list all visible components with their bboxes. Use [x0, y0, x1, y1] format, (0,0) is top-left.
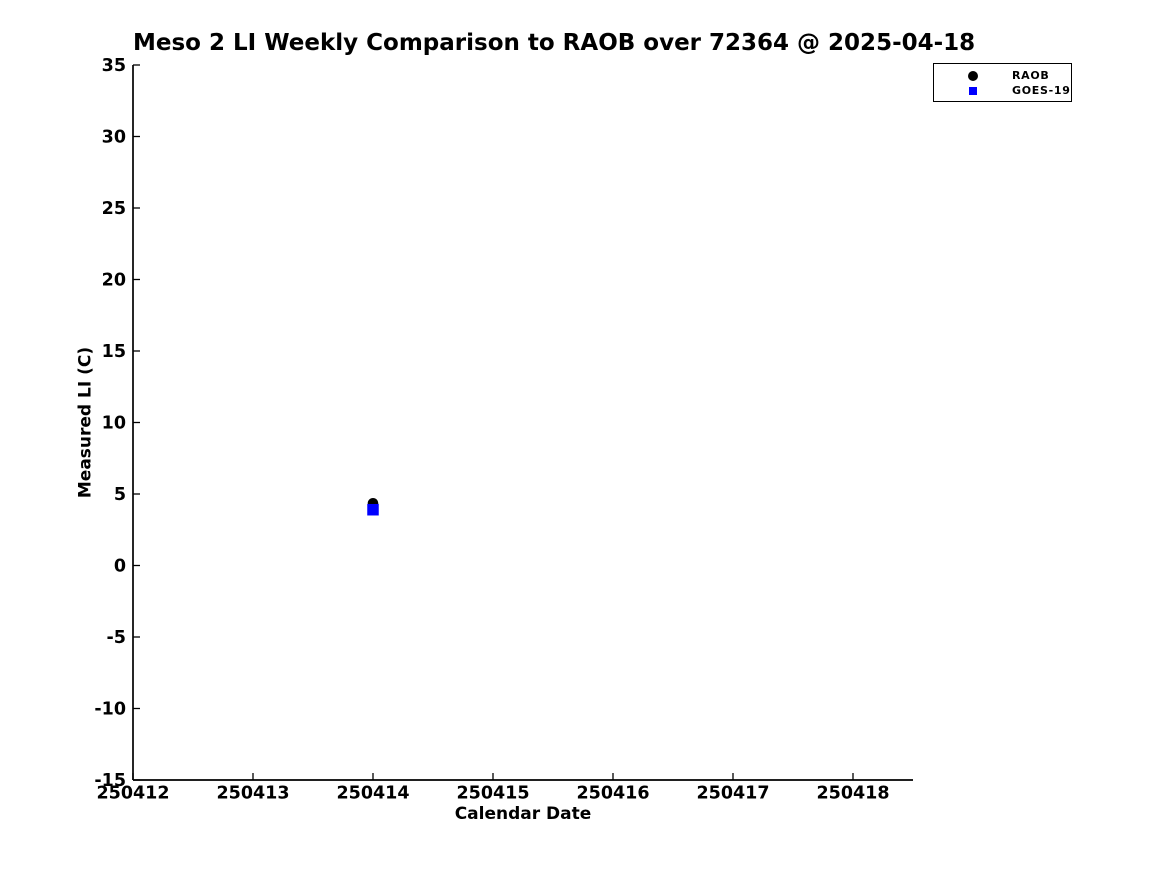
legend-item-goes-19: GOES-19: [934, 83, 1071, 98]
x-tick-label: 250414: [336, 784, 409, 804]
x-tick-label: 250413: [216, 784, 289, 804]
y-tick-label: 35: [102, 56, 126, 76]
y-tick-label: 25: [102, 199, 126, 219]
data-point-goes-19: [367, 503, 379, 516]
x-tick-label: 250415: [456, 784, 529, 804]
y-tick-label: 5: [114, 485, 126, 505]
y-tick-label: 20: [102, 271, 126, 291]
legend-marker-cell: [934, 86, 1012, 95]
legend-marker-square-icon: [969, 86, 977, 95]
legend: RAOB GOES-19: [933, 63, 1072, 102]
legend-marker-circle-icon: [968, 70, 978, 81]
y-tick-label: -5: [107, 628, 126, 648]
x-tick-label: 250418: [816, 784, 889, 804]
legend-marker-cell: [934, 70, 1012, 81]
y-tick-label: 0: [114, 557, 126, 577]
legend-item-raob: RAOB: [934, 68, 1071, 83]
x-tick-label: 250412: [96, 784, 169, 804]
y-tick-label: 10: [102, 414, 126, 434]
legend-label: GOES-19: [1012, 84, 1071, 97]
x-tick-label: 250416: [576, 784, 649, 804]
y-tick-label: -10: [94, 700, 126, 720]
y-tick-label: 15: [102, 342, 126, 362]
legend-label: RAOB: [1012, 69, 1050, 82]
chart-title: Meso 2 LI Weekly Comparison to RAOB over…: [133, 30, 976, 56]
x-tick-label: 250417: [696, 784, 769, 804]
y-tick-label: -15: [94, 771, 126, 791]
y-axis-label: Measured LI (C): [75, 346, 96, 499]
y-tick-label: 30: [102, 128, 126, 148]
x-axis-label: Calendar Date: [454, 804, 592, 824]
